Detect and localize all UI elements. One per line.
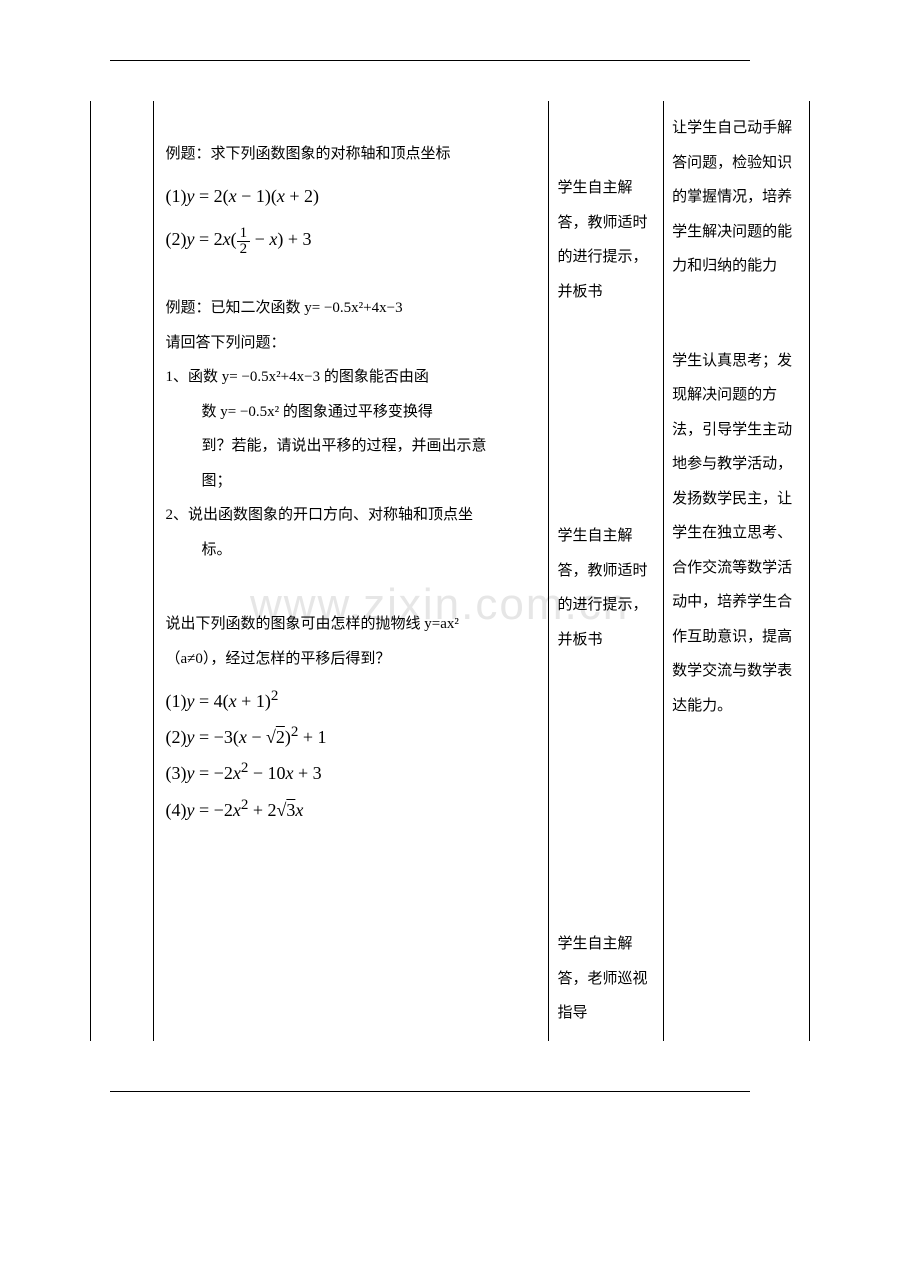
col-design-intent: 让学生自己动手解答问题，检验知识的掌握情况，培养学生解决问题的能力和归纳的能力 … [664,101,810,1041]
teacher-note-1: 学生自主解答，教师适时的进行提示，并板书 [557,171,655,309]
example3-l1: 说出下列函数的图象可由怎样的抛物线 y=ax² [166,607,537,642]
example2-item2-l1: 2、说出函数图象的开口方向、对称轴和顶点坐 [166,498,537,533]
example2-item1-l1: 1、函数 y= −0.5x²+4x−3 的图象能否由函 [166,360,537,395]
example1-eq1: (1)y = 2(x − 1)(x + 2) [166,178,537,216]
col-content: 例题：求下列函数图象的对称轴和顶点坐标 (1)y = 2(x − 1)(x + … [153,101,549,1041]
bottom-rule [110,1091,750,1092]
example2-item1-l2: 数 y= −0.5x² 的图象通过平移变换得 [166,395,537,430]
teacher-note-2: 学生自主解答，教师适时的进行提示，并板书 [557,519,655,657]
col-teacher-activity: 学生自主解答，教师适时的进行提示，并板书 学生自主解答，教师适时的进行提示，并板… [549,101,664,1041]
table-row: 例题：求下列函数图象的对称轴和顶点坐标 (1)y = 2(x − 1)(x + … [91,101,810,1041]
fraction-half: 12 [237,226,251,257]
intent-note-2: 学生认真思考；发现解决问题的方法，引导学生主动地参与教学活动，发扬数学民主，让学… [672,344,801,724]
lesson-table: 例题：求下列函数图象的对称轴和顶点坐标 (1)y = 2(x − 1)(x + … [90,101,810,1041]
example1-title: 例题：求下列函数图象的对称轴和顶点坐标 [166,137,537,172]
intent-note-1: 让学生自己动手解答问题，检验知识的掌握情况，培养学生解决问题的能力和归纳的能力 [672,111,801,284]
example2-item2-l2: 标。 [166,533,537,568]
example1-eq2: (2)y = 2x(12 − x) + 3 [166,221,537,259]
col-blank [91,101,154,1041]
teacher-note-3: 学生自主解答，老师巡视指导 [557,927,655,1031]
top-rule [110,60,750,61]
example3-l2: （a≠0），经过怎样的平移后得到？ [166,642,537,677]
example2-title: 例题：已知二次函数 y= −0.5x²+4x−3 [166,291,537,326]
example3-equations: (1)y = 4(x + 1)2 (2)y = −3(x − √2)2 + 1 … [166,682,537,827]
example2-item1-l4: 图； [166,464,537,499]
example2-question: 请回答下列问题： [166,326,537,361]
example2-item1-l3: 到？若能，请说出平移的过程，并画出示意 [166,429,537,464]
